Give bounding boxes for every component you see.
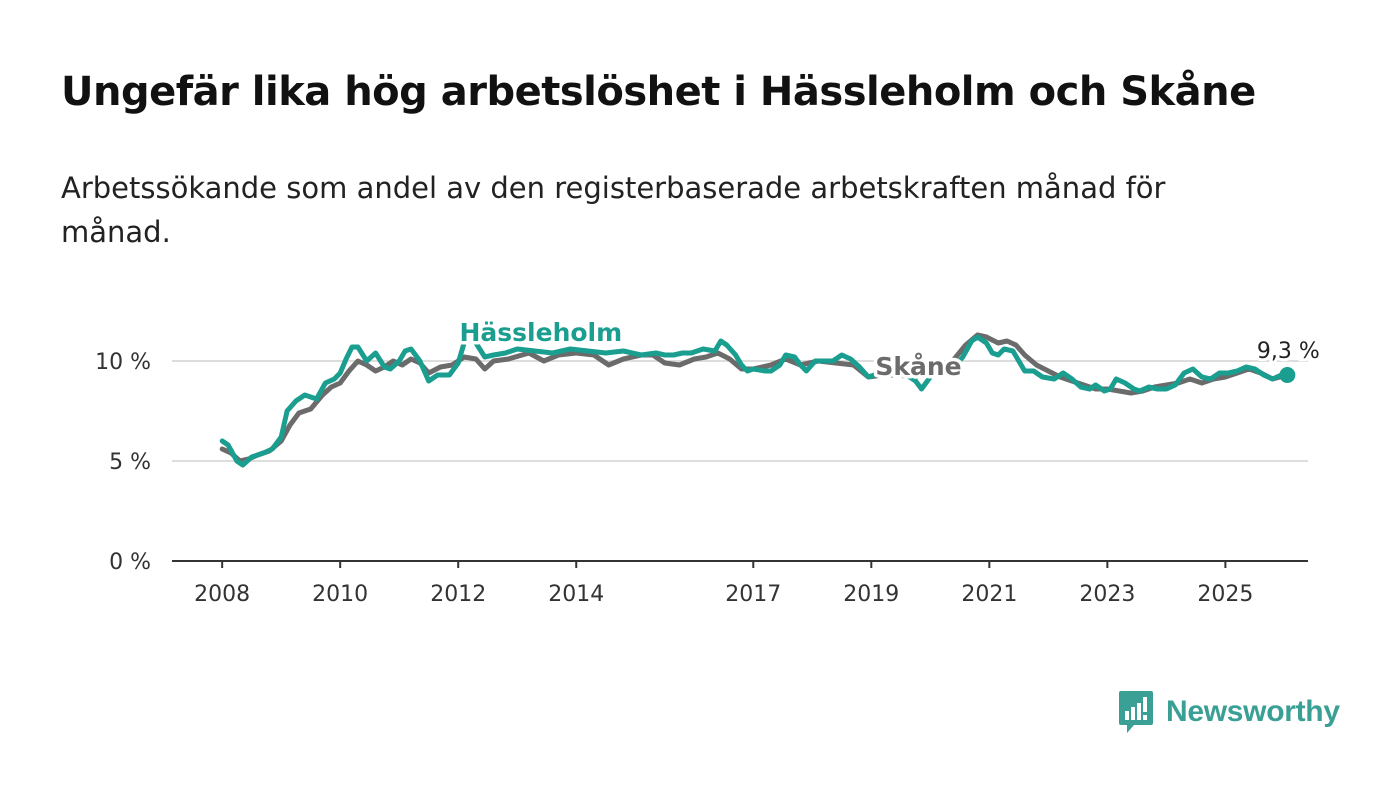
y-tick-label: 5 % — [109, 450, 151, 475]
y-tick-label: 0 % — [109, 550, 151, 575]
newsworthy-logo: Newsworthy — [1118, 690, 1340, 734]
x-tick-label: 2010 — [312, 582, 368, 607]
series-labels: Hässleholm Skåne — [456, 315, 965, 385]
end-marker-group: 9,3 % — [1254, 336, 1323, 383]
x-tick-label: 2012 — [430, 582, 486, 607]
chart-subtitle: Arbetssökande som andel av den registerb… — [61, 171, 1166, 249]
y-tick-label: 10 % — [95, 350, 151, 375]
end-value-label: 9,3 % — [1257, 339, 1320, 364]
series-label-hassleholm: Hässleholm — [459, 318, 622, 347]
series-label-skane: Skåne — [875, 352, 961, 381]
series-lines — [219, 332, 1290, 468]
x-tick-label: 2019 — [843, 582, 899, 607]
x-tick-label: 2017 — [725, 582, 781, 607]
x-axis-labels: 2008 2010 2012 2014 2017 2019 2021 2023 2025 — [194, 561, 1253, 607]
x-tick-label: 2008 — [194, 582, 250, 607]
series-line-hassleholm — [219, 334, 1290, 468]
newsworthy-bar-chart-icon — [1119, 691, 1153, 733]
logo-wordmark: Newsworthy — [1166, 695, 1340, 728]
end-point-marker — [1279, 367, 1296, 383]
y-axis-labels: 0 % 5 % 10 % — [95, 350, 151, 575]
chart-title: Ungefär lika hög arbetslöshet i Hässleho… — [61, 69, 1256, 115]
x-tick-label: 2023 — [1079, 582, 1135, 607]
x-tick-label: 2021 — [961, 582, 1017, 607]
x-tick-label: 2014 — [548, 582, 604, 607]
x-tick-label: 2025 — [1197, 582, 1253, 607]
series-line-skane — [219, 332, 1290, 464]
